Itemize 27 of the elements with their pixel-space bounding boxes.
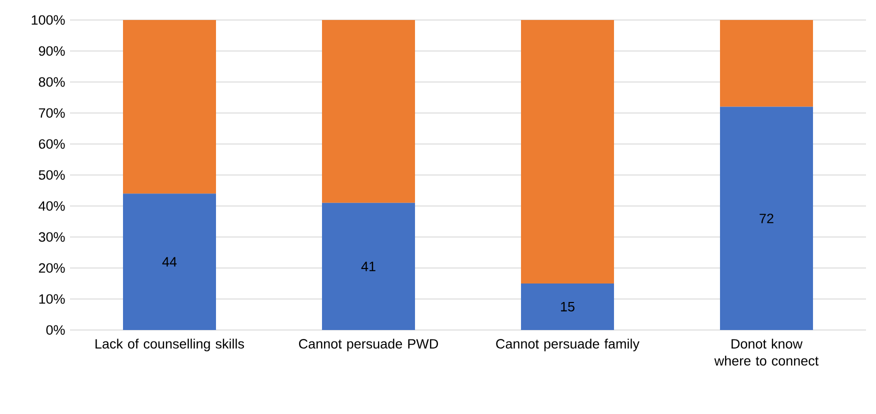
bar <box>720 20 814 107</box>
bar <box>322 202 416 330</box>
data-label: 41 <box>361 262 376 272</box>
y-tick-label: 90% <box>38 46 65 56</box>
y-tick-label: 100% <box>32 15 65 25</box>
data-label: 72 <box>760 214 774 224</box>
x-tick-label: Cannot persuade PWD <box>299 338 438 352</box>
y-tick-label: 80% <box>38 77 65 87</box>
y-tick-label: 20% <box>38 263 65 273</box>
bar <box>521 284 614 330</box>
data-label: 44 <box>162 257 177 266</box>
bar <box>123 20 216 194</box>
y-tick-label: 60% <box>38 139 65 149</box>
x-tick-label: Donot know where to connect <box>714 338 819 366</box>
y-tick-label: 10% <box>39 294 65 304</box>
y-tick-label: 70% <box>38 108 65 118</box>
bar <box>322 20 416 203</box>
y-tick-label: 40% <box>38 201 65 211</box>
x-tick-label: Lack of counselling skills <box>96 338 244 352</box>
bar <box>521 20 614 284</box>
x-tick-label: Cannot persuade family <box>496 338 640 352</box>
y-tick-label: 0% <box>46 325 65 335</box>
y-tick-label: 50% <box>38 170 65 180</box>
y-tick-label: 30% <box>38 232 65 242</box>
data-label: 15 <box>561 302 574 312</box>
bar <box>123 194 216 330</box>
bar <box>720 106 814 330</box>
